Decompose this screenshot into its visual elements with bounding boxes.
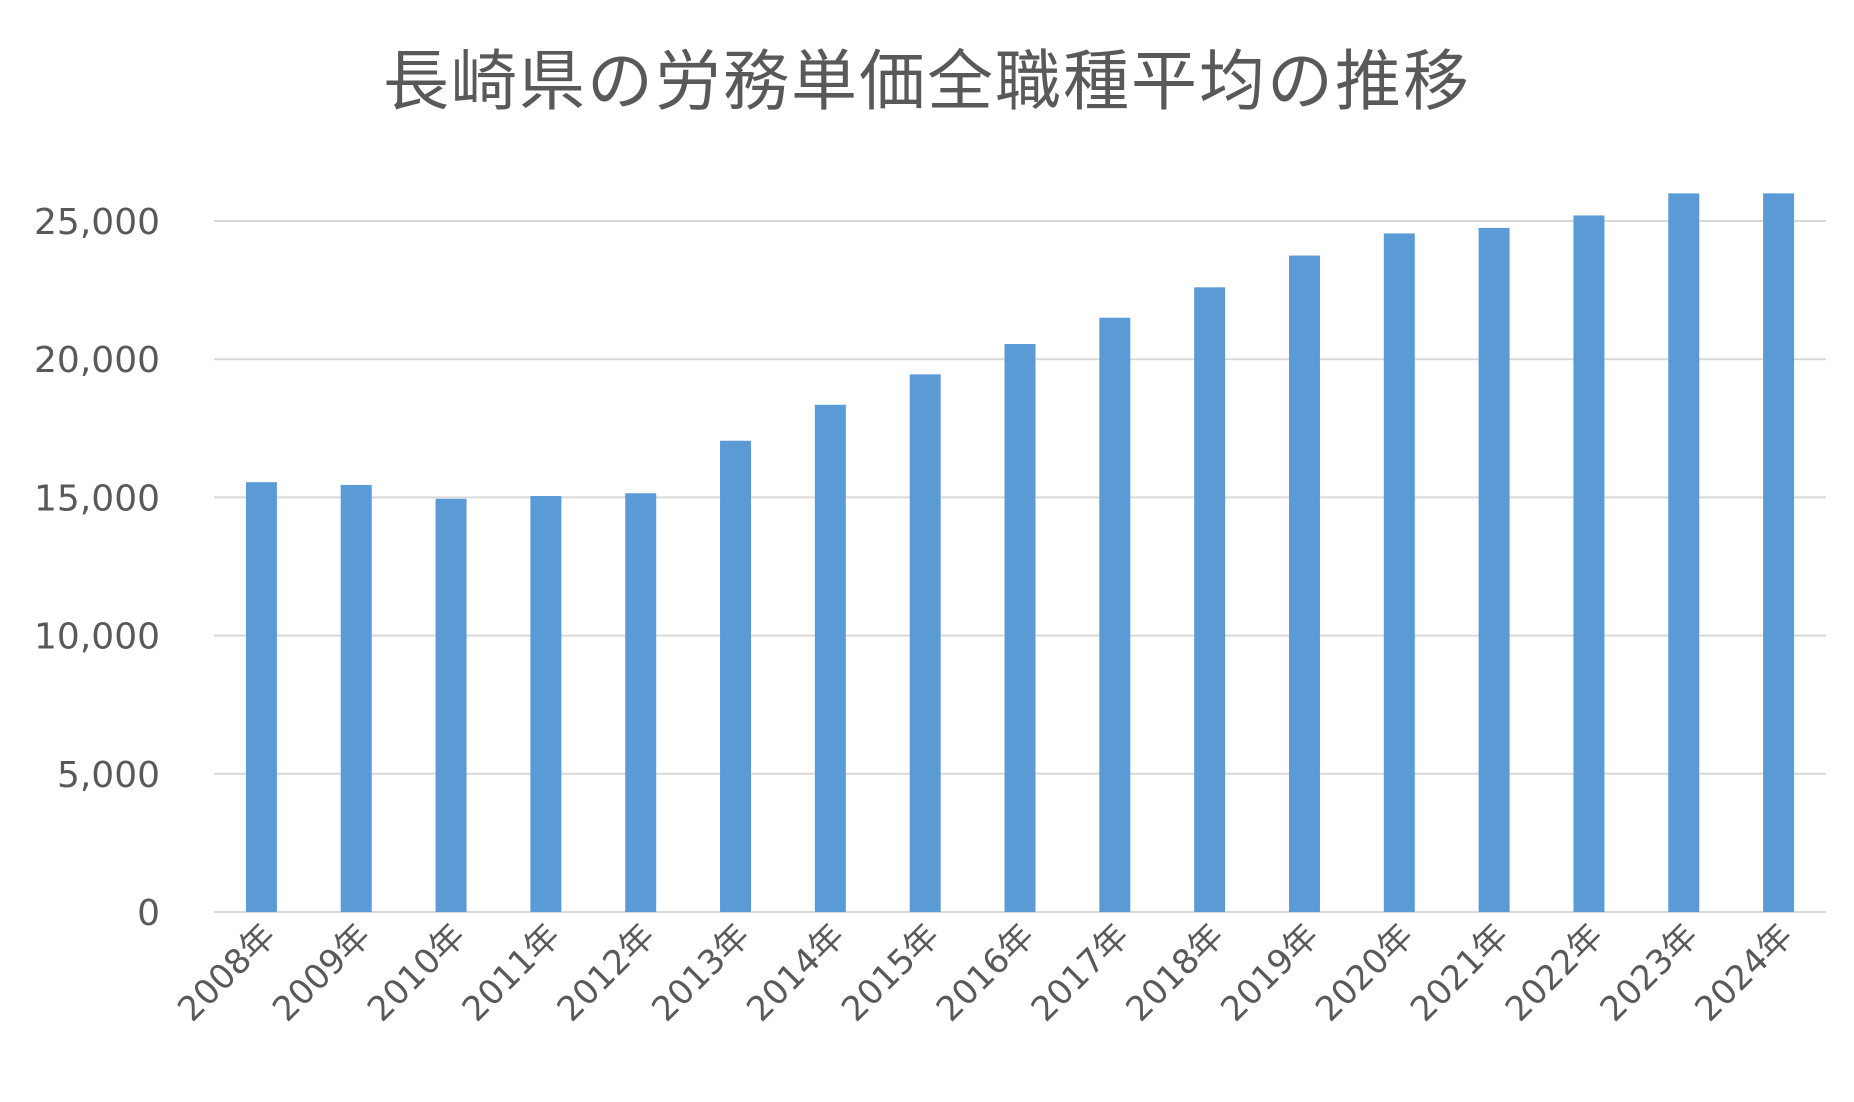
bar <box>1004 343 1036 912</box>
x-tick-label: 2018年 <box>1118 916 1232 1030</box>
x-axis-ticks: 2008年2009年2010年2011年2012年2013年2014年2015年… <box>170 916 1801 1030</box>
x-tick-label: 2011年 <box>455 916 569 1030</box>
y-tick-label: 5,000 <box>57 755 160 796</box>
x-tick-label: 2014年 <box>739 916 853 1030</box>
x-tick-label: 2022年 <box>1498 916 1612 1030</box>
x-tick-label: 2009年 <box>265 916 379 1030</box>
y-tick-label: 0 <box>137 893 160 934</box>
bar <box>340 484 372 912</box>
bar <box>720 440 752 912</box>
x-tick-label: 2015年 <box>834 916 948 1030</box>
bar <box>1668 193 1700 913</box>
bar <box>625 493 657 912</box>
bar <box>909 374 941 913</box>
bar <box>1099 317 1131 912</box>
y-tick-label: 10,000 <box>34 617 160 658</box>
x-tick-label: 2020年 <box>1308 916 1422 1030</box>
x-tick-label: 2010年 <box>360 916 474 1030</box>
bars <box>245 193 1795 913</box>
y-tick-label: 15,000 <box>34 478 160 519</box>
y-tick-label: 25,000 <box>34 202 160 243</box>
x-tick-label: 2012年 <box>550 916 664 1030</box>
x-tick-label: 2024年 <box>1687 916 1801 1030</box>
bar <box>1383 233 1415 913</box>
x-tick-label: 2021年 <box>1403 916 1517 1030</box>
chart-title: 長崎県の労務単価全職種平均の推移 <box>383 43 1471 120</box>
x-tick-label: 2008年 <box>170 916 284 1030</box>
bar <box>814 404 846 912</box>
y-axis-ticks: 0 5,000 10,000 15,000 20,000 25,000 <box>34 202 160 934</box>
x-tick-label: 2013年 <box>644 916 758 1030</box>
bar <box>1478 227 1510 912</box>
bar <box>1288 255 1320 913</box>
bar <box>245 482 277 912</box>
x-tick-label: 2016年 <box>929 916 1043 1030</box>
bar <box>530 496 562 912</box>
bar <box>1194 287 1226 912</box>
bar <box>435 498 467 912</box>
bar <box>1763 193 1795 913</box>
y-tick-label: 20,000 <box>34 340 160 381</box>
bar <box>1573 215 1605 913</box>
x-tick-label: 2019年 <box>1213 916 1327 1030</box>
x-tick-label: 2023年 <box>1593 916 1707 1030</box>
x-tick-label: 2017年 <box>1024 916 1138 1030</box>
